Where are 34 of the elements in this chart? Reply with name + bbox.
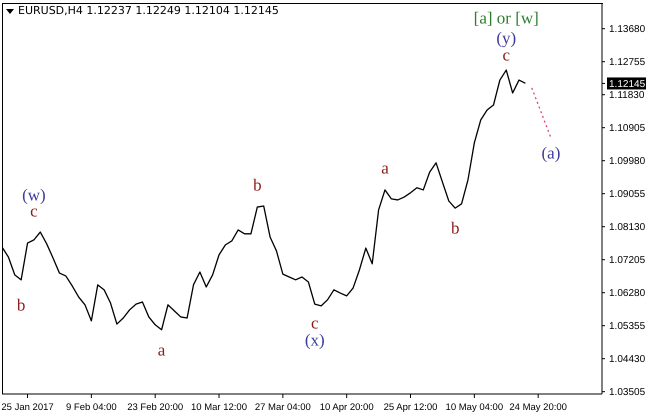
y-tick-label: 1.03505 [609,387,646,398]
y-tick-label: 1.06280 [609,288,646,300]
x-tick-label: 25 Apr 12:00 [384,402,438,413]
annotation: b [16,295,26,314]
x-tick-label: 23 Feb 20:00 [127,402,184,413]
line-series [2,69,526,330]
annotation: b [253,176,262,195]
annotation: [a] or [w] [474,8,539,28]
y-tick-label: 1.10905 [609,123,646,134]
y-tick-label: 1.09980 [609,156,646,168]
y-tick-label: 1.08130 [609,222,646,234]
annotation: a [158,340,166,360]
x-tick-label: 10 Apr 20:00 [320,402,374,413]
x-tick-label: 9 Feb 04:00 [66,402,117,413]
annotation: (x) [304,330,325,350]
annotation: (a) [542,143,560,162]
chart-title: EURUSD,H4 1.12237 1.12249 1.12104 1.12145 [18,4,279,17]
annotation: c [310,314,319,333]
annotation: a [381,158,390,178]
y-tick-label: 1.05355 [609,321,646,332]
x-tick-label: 24 May 20:00 [509,402,567,413]
y-tick-label: 1.11830 [609,90,645,102]
x-tick-label: 25 Jan 2017 [1,402,54,413]
y-tick-label: 1.12755 [609,57,646,68]
x-tick-label: 10 Mar 12:00 [191,402,248,413]
x-tick-label: 27 Mar 04:00 [254,402,311,413]
y-tick-label: 1.12145 [609,78,646,90]
y-tick-label: 1.07205 [609,255,646,266]
annotation: b [450,218,460,238]
annotation: (y) [496,28,516,48]
y-tick-label: 1.13680 [609,24,646,36]
y-tick-label: 1.09055 [609,189,646,200]
y-tick-label: 1.04430 [609,354,646,366]
x-tick-label: 10 May 04:00 [446,402,504,413]
